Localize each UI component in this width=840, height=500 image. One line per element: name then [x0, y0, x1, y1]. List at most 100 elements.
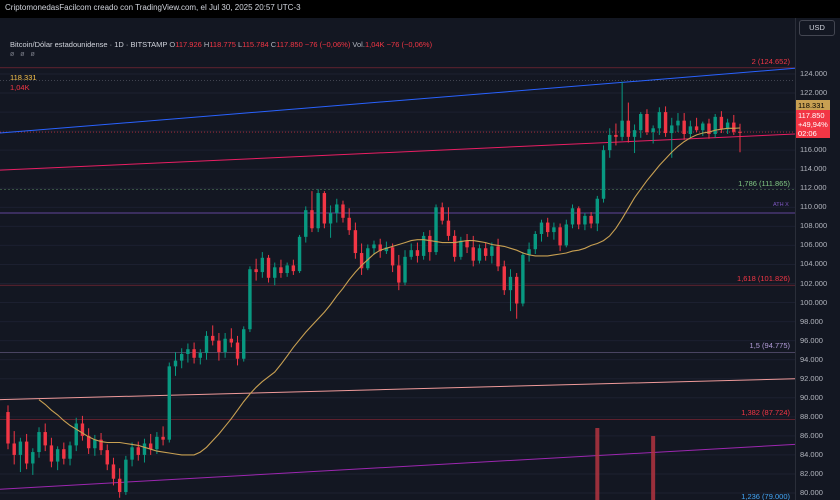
price-tag-value: 117.850 — [798, 111, 825, 120]
candle-body — [521, 254, 525, 304]
candle-body — [409, 250, 413, 257]
open-label: O — [169, 40, 176, 49]
candle-body — [372, 244, 376, 249]
candle-body — [217, 340, 221, 353]
symbol-legend[interactable]: Bitcoin/Dólar estadounidense · 1D · BITS… — [10, 40, 432, 49]
candle-body — [459, 240, 463, 257]
symbol-name[interactable]: Bitcoin/Dólar estadounidense · 1D · BITS… — [10, 40, 168, 49]
candle-body — [440, 207, 444, 221]
candle-body — [242, 329, 246, 359]
currency-button[interactable]: USD — [799, 20, 835, 36]
fib-level-label: 2 (124.652) — [751, 56, 790, 66]
indicator-icons[interactable]: ø ø ø — [10, 51, 37, 58]
ma-legend-value: 118.331 — [10, 73, 37, 82]
volume-change: −76 (−0,06%) — [386, 40, 433, 49]
candle-body — [657, 112, 662, 129]
candle-body — [310, 210, 314, 229]
candle-body — [341, 204, 345, 218]
trendline-salmon — [0, 378, 795, 401]
price-chart[interactable] — [0, 18, 795, 500]
candle-body — [211, 335, 215, 341]
candle-body — [508, 276, 513, 291]
axis-tick-label: 116.000 — [800, 145, 827, 155]
candle-body — [12, 443, 16, 455]
candle-body — [359, 253, 364, 269]
price-tag: 117.850 +49,94% 02:06 — [796, 110, 830, 138]
candle-body — [322, 193, 327, 224]
low-value: 115.784 — [242, 40, 269, 49]
candle-body — [502, 266, 506, 291]
candle-body — [626, 120, 631, 137]
axis-tick-label: 86.000 — [800, 430, 823, 440]
ath-label: ATH X — [773, 202, 789, 208]
candle-body — [186, 349, 190, 354]
candle-body — [173, 360, 178, 367]
candle-body — [24, 441, 29, 464]
candle-body — [589, 215, 593, 224]
candle-body — [384, 247, 389, 252]
candle-body — [719, 116, 724, 130]
candle-body — [452, 235, 457, 257]
candle-body — [93, 439, 97, 449]
candle-body — [99, 439, 103, 451]
candle-body — [390, 247, 395, 266]
candle-body — [179, 353, 184, 361]
axis-tick-label: 84.000 — [800, 449, 823, 459]
candle-body — [31, 452, 35, 464]
candle-body — [198, 353, 203, 358]
axis-tick-label: 94.000 — [800, 354, 823, 364]
price-axis[interactable] — [795, 18, 840, 500]
candle-body — [260, 257, 265, 273]
candle-body — [161, 436, 165, 440]
ma-price-tag: 118.331 — [796, 100, 830, 111]
candle-body — [279, 267, 283, 274]
candle-body — [539, 222, 544, 234]
fib-level-label: 1,786 (111.865) — [738, 178, 790, 188]
candle-body — [397, 265, 401, 283]
chart-pane[interactable]: Bitcoin/Dólar estadounidense · 1D · BITS… — [0, 18, 795, 500]
axis-tick-label: 100.000 — [800, 297, 828, 307]
fib-level-label: 1,5 (94.775) — [749, 341, 790, 351]
candle-body — [192, 349, 196, 358]
price-tag-countdown: 02:06 — [798, 129, 817, 138]
candle-body — [608, 134, 612, 151]
candle-body — [62, 449, 66, 459]
axis-tick-label: 108.000 — [800, 221, 828, 231]
candle-body — [694, 126, 699, 131]
candle-body — [558, 227, 562, 246]
candle-body — [465, 240, 469, 248]
trendline-purple — [0, 443, 795, 490]
price-tag-percent: +49,94% — [798, 120, 828, 129]
candle-body — [335, 204, 339, 214]
axis-tick-label: 124.000 — [800, 69, 828, 78]
candle-body — [707, 123, 711, 134]
candle-body — [614, 134, 618, 137]
candle-body — [204, 335, 209, 354]
axis-tick-label: 106.000 — [800, 240, 828, 250]
candle-body — [645, 113, 649, 133]
candle-body — [285, 265, 289, 274]
candle-body — [732, 122, 736, 132]
candle-body — [514, 276, 519, 304]
top-bar: CriptomonedasFacilcom creado con Trading… — [0, 0, 840, 18]
candle-body — [651, 128, 655, 133]
candle-body — [471, 247, 475, 261]
candle-body — [347, 217, 351, 231]
candle-body — [105, 450, 109, 465]
candle-body — [682, 120, 686, 134]
axis-tick-label: 104.000 — [800, 259, 828, 269]
candle-body — [148, 443, 153, 450]
candle-body — [297, 236, 302, 272]
candle-body — [688, 126, 693, 134]
candle-body — [328, 213, 333, 224]
fib-level-label: 1,236 (79.000) — [741, 491, 790, 500]
candle-body — [304, 210, 308, 237]
candle-body — [130, 447, 134, 460]
close-label: C — [270, 40, 277, 49]
volume-label: Vol. — [352, 40, 365, 49]
candle-body — [496, 246, 500, 267]
candle-body — [663, 112, 668, 134]
candle-body — [446, 220, 451, 236]
candle-body — [6, 412, 10, 444]
candle-body — [291, 265, 296, 272]
